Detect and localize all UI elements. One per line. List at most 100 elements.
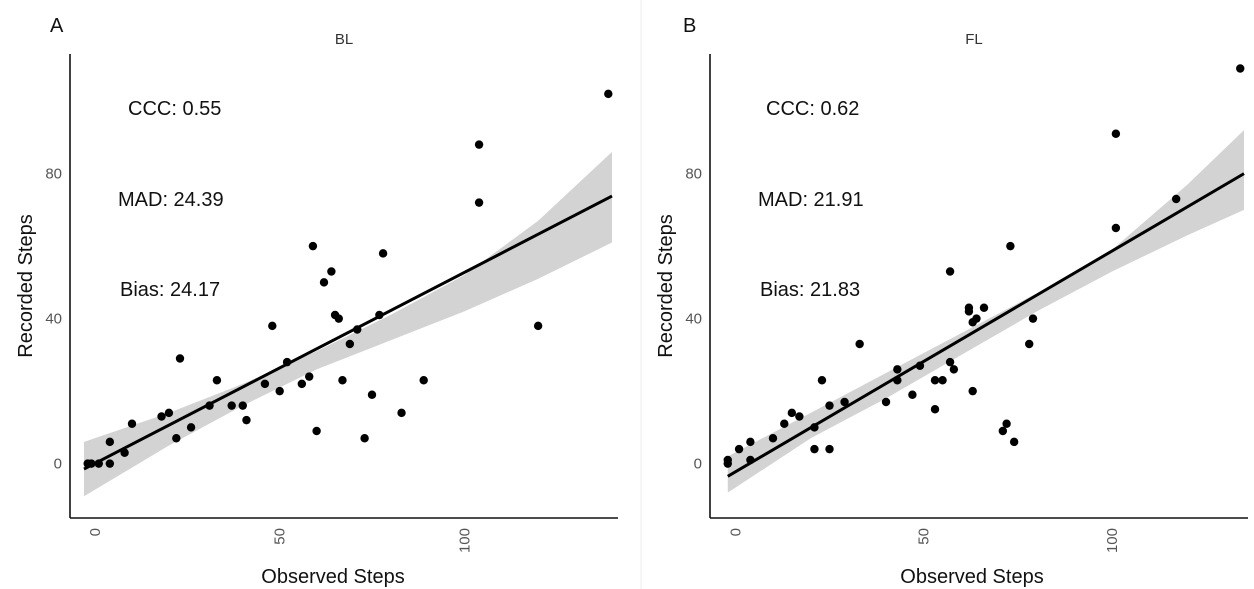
- data-point: [915, 361, 925, 370]
- data-point: [817, 376, 827, 385]
- data-point: [968, 386, 977, 396]
- data-point: [787, 408, 797, 418]
- data-point: [855, 339, 864, 349]
- data-point: [282, 357, 292, 367]
- x-ticks: 0 50 100: [727, 528, 1121, 553]
- data-point: [238, 401, 247, 410]
- data-point: [94, 459, 103, 468]
- panel-letter: B: [683, 15, 696, 37]
- data-point: [375, 310, 384, 320]
- data-point: [825, 444, 834, 454]
- data-point: [1236, 64, 1245, 73]
- y-ticks: 0 40 80: [45, 166, 62, 473]
- regression-line: [83, 194, 613, 471]
- data-point: [810, 423, 819, 432]
- data-point: [893, 365, 902, 374]
- x-tick-label: 0: [87, 528, 104, 536]
- data-point: [1171, 194, 1181, 204]
- panel-title: FL: [965, 31, 983, 48]
- data-point: [795, 412, 804, 421]
- x-tick-label: 50: [272, 528, 289, 545]
- data-point: [308, 241, 318, 251]
- data-point: [87, 459, 96, 468]
- data-point: [297, 379, 307, 389]
- data-point: [127, 419, 137, 428]
- data-point: [227, 401, 236, 410]
- data-point: [275, 386, 284, 396]
- data-point: [840, 397, 849, 407]
- data-point: [186, 423, 196, 432]
- x-tick-label: 0: [727, 528, 744, 536]
- y-axis-label: Recorded Steps: [655, 214, 677, 357]
- y-tick-label: 80: [45, 166, 62, 183]
- panel-letter: A: [50, 15, 64, 37]
- mad-annotation: MAD: 24.39: [118, 189, 224, 211]
- panel-title: BL: [335, 31, 353, 48]
- data-point: [105, 437, 115, 447]
- data-point: [893, 376, 902, 385]
- data-point: [746, 455, 755, 465]
- data-point: [345, 339, 355, 349]
- data-point: [327, 267, 336, 276]
- data-point: [260, 379, 270, 389]
- data-point: [157, 412, 166, 421]
- data-point: [319, 278, 329, 287]
- data-point: [768, 434, 778, 443]
- ccc-annotation: CCC: 0.62: [766, 98, 859, 120]
- data-point: [172, 434, 181, 443]
- bias-annotation: Bias: 21.83: [760, 279, 860, 301]
- bias-annotation: Bias: 24.17: [120, 279, 220, 301]
- x-tick-label: 100: [456, 528, 473, 553]
- y-tick-label: 40: [685, 311, 702, 328]
- data-point: [120, 448, 129, 457]
- chart-panel-b: B FL 0 40 80 0 50 100 CCC: 0.62 MAD: 21.91 B…: [655, 15, 1248, 588]
- data-point: [305, 372, 314, 381]
- confidence-band: [84, 151, 612, 497]
- data-point: [474, 198, 484, 207]
- data-point: [242, 415, 251, 425]
- data-point: [825, 401, 834, 410]
- regression-line: [727, 172, 1245, 478]
- data-point: [1002, 419, 1011, 428]
- data-point: [1006, 241, 1015, 251]
- data-point: [979, 303, 989, 312]
- y-tick-label: 0: [54, 456, 62, 473]
- points-layer: [83, 89, 613, 468]
- data-point: [746, 437, 755, 447]
- y-tick-label: 0: [694, 456, 702, 473]
- data-point: [1025, 339, 1034, 349]
- data-point: [949, 365, 959, 374]
- y-tick-label: 40: [45, 311, 62, 328]
- data-point: [419, 376, 428, 385]
- data-point: [998, 426, 1008, 436]
- data-point: [930, 405, 940, 414]
- y-ticks: 0 40 80: [685, 166, 702, 473]
- data-point: [212, 376, 222, 385]
- data-point: [723, 455, 732, 465]
- data-point: [105, 459, 115, 468]
- ccc-annotation: CCC: 0.55: [128, 98, 221, 120]
- data-point: [945, 357, 955, 367]
- data-point: [930, 376, 940, 385]
- points-layer: [723, 64, 1245, 468]
- data-point: [908, 390, 917, 399]
- data-point: [945, 267, 955, 276]
- data-point: [474, 140, 484, 149]
- y-tick-label: 80: [685, 166, 702, 183]
- x-axis-label: Observed Steps: [900, 566, 1043, 588]
- x-tick-label: 50: [916, 528, 933, 545]
- data-point: [604, 89, 613, 99]
- data-point: [1028, 314, 1038, 323]
- data-point: [938, 376, 947, 385]
- chart-panel-a: A BL 0 40 80 0 50 100 CCC: 0.55 MAD: 24.39 B…: [15, 15, 618, 588]
- data-point: [353, 325, 362, 334]
- fit-line-layer: [83, 194, 613, 471]
- data-point: [360, 434, 369, 443]
- data-point: [964, 307, 974, 316]
- confidence-band-layer: [84, 151, 612, 497]
- data-point: [175, 354, 185, 363]
- data-point: [367, 390, 377, 399]
- data-point: [780, 419, 789, 428]
- data-point: [164, 408, 174, 418]
